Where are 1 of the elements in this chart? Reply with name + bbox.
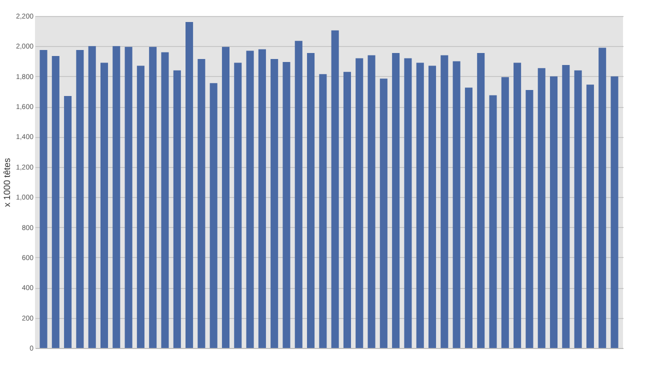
y-axis-title: x 1000 têtes	[2, 157, 12, 208]
